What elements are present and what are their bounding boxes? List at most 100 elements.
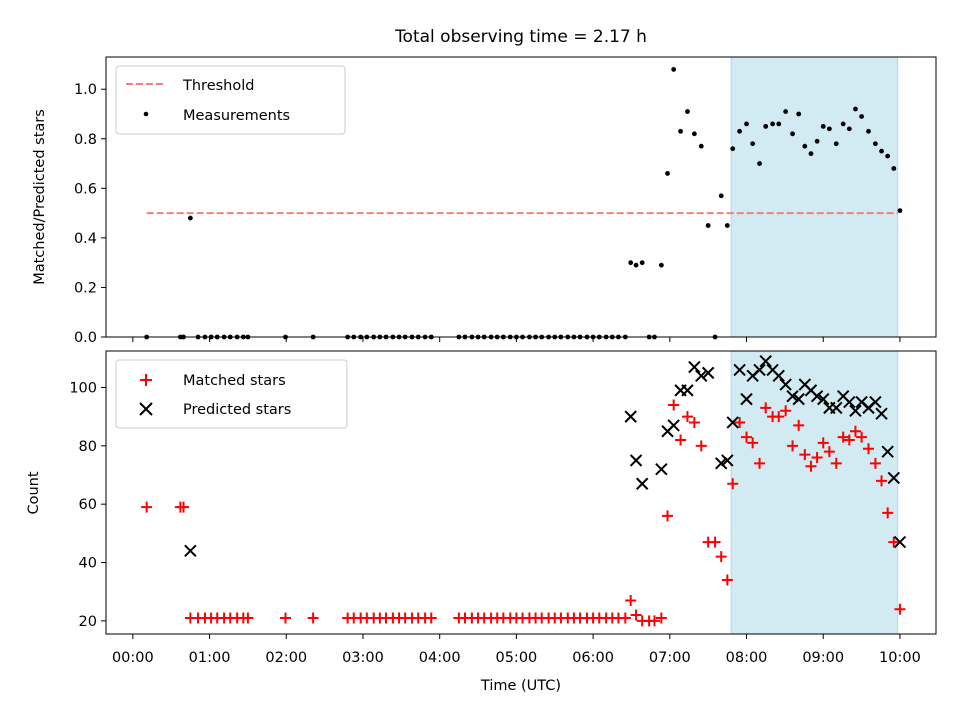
y-tick-label: 40 — [79, 556, 97, 572]
predicted-star-point — [849, 404, 862, 418]
measurement-point — [737, 128, 743, 134]
matched-star-point — [425, 612, 437, 624]
x-tick-label: 09:00 — [802, 650, 844, 666]
top-legend-box — [115, 65, 346, 135]
predicted-star-point — [772, 369, 785, 383]
measurement-point — [705, 223, 711, 228]
predicted-star-point — [887, 471, 901, 485]
measurement-point — [633, 262, 639, 268]
matched-star-point — [823, 446, 835, 458]
measurement-point — [872, 141, 878, 147]
matched-star-point — [754, 457, 766, 469]
predicted-star-point — [817, 392, 830, 406]
matched-star-point — [830, 457, 842, 469]
predicted-star-point — [881, 445, 894, 458]
measurement-point — [783, 109, 789, 114]
x-tick-label: 08:00 — [726, 650, 768, 666]
predicted-star-point — [624, 410, 637, 423]
legend-matched-label: Matched stars — [183, 373, 286, 389]
measurement-point — [885, 153, 891, 159]
bottom-panel-frame — [105, 350, 937, 635]
matched-star-point — [837, 431, 849, 443]
predicted-star-point — [715, 457, 728, 470]
legend-threshold-label: Threshold — [182, 78, 254, 94]
matched-star-point — [780, 405, 792, 417]
predicted-star-point — [893, 535, 907, 549]
legend-measurements-label: Measurements — [183, 108, 290, 124]
measurement-point — [658, 262, 664, 268]
legend-measurements-swatch — [143, 111, 149, 117]
matched-star-point — [811, 451, 823, 463]
matched-star-point — [675, 434, 687, 446]
observing-window-shade — [730, 56, 899, 338]
matched-star-point — [727, 478, 739, 490]
y-tick-label: 60 — [79, 497, 97, 513]
predicted-star-point — [810, 390, 824, 403]
predicted-star-point — [655, 462, 668, 476]
measurement-point — [853, 106, 858, 112]
predicted-star-point — [726, 416, 739, 429]
matched-star-point — [715, 551, 727, 563]
measurement-point — [757, 161, 762, 166]
predicted-star-point — [701, 366, 715, 380]
measurement-point — [826, 126, 832, 132]
matched-star-point — [648, 615, 660, 627]
x-tick-label: 03:00 — [342, 650, 384, 666]
top-panel-frame — [105, 56, 937, 338]
top-legend: Threshold Measurements — [115, 65, 346, 135]
measurement-point — [763, 123, 769, 129]
measurement-point — [833, 141, 839, 147]
measurement-point — [685, 109, 690, 114]
matched-star-point — [799, 449, 811, 461]
measurement-point — [866, 128, 871, 134]
predicted-star-point — [184, 544, 197, 558]
measurement-point — [639, 260, 645, 266]
measurement-point — [730, 146, 736, 152]
matched-star-point — [709, 536, 721, 548]
matched-star-point — [888, 536, 900, 548]
measurement-point — [718, 193, 724, 199]
matched-star-point — [668, 399, 680, 411]
measurement-point — [724, 223, 730, 228]
matched-star-point — [141, 501, 153, 513]
matched-star-point — [894, 603, 906, 615]
measurement-point — [897, 208, 903, 214]
x-tick-label: 07:00 — [649, 650, 691, 666]
x-axis-label: Time (UTC) — [480, 678, 561, 694]
matched-star-point — [242, 612, 254, 624]
matched-star-point — [773, 411, 785, 423]
matched-star-point — [793, 419, 805, 431]
matched-star-point — [662, 510, 674, 522]
y-tick-label: 0.6 — [74, 181, 97, 197]
matched-star-point — [760, 402, 772, 414]
matched-star-point — [817, 437, 829, 449]
predicted-star-point — [740, 392, 753, 406]
bottom-panel: 20 40 60 80 100 00:00 01:00 02:00 03:00 04:00 05:… — [26, 350, 937, 694]
measurement-point — [671, 66, 677, 72]
measurement-point — [698, 143, 704, 149]
measurement-point — [770, 121, 776, 127]
predicted-star-point — [786, 390, 799, 403]
chart-title: Total observing time = 2.17 h — [394, 27, 647, 47]
predicted-star-point — [843, 395, 856, 409]
measurement-point — [814, 138, 820, 144]
y-tick-label: 100 — [69, 380, 97, 396]
matched-star-point — [849, 425, 861, 437]
measurement-point — [691, 131, 697, 137]
matched-star-point — [681, 411, 693, 423]
measurement-point — [859, 114, 864, 119]
y-tick-label: 0.8 — [74, 132, 97, 148]
matched-star-point — [688, 416, 700, 428]
measurement-point — [776, 121, 782, 127]
measurement-point — [820, 123, 826, 129]
matched-star-point — [721, 574, 733, 586]
y-tick-label: 20 — [79, 614, 97, 630]
matched-star-point — [734, 416, 746, 428]
y-tick-label: 0.4 — [74, 231, 97, 247]
x-tick-label: 04:00 — [419, 650, 461, 666]
matched-star-point — [869, 457, 881, 469]
y-tick-label: 0.0 — [74, 330, 97, 346]
legend-matched-swatch — [140, 374, 152, 386]
measurement-point — [802, 143, 808, 149]
matched-star-point — [856, 431, 868, 443]
